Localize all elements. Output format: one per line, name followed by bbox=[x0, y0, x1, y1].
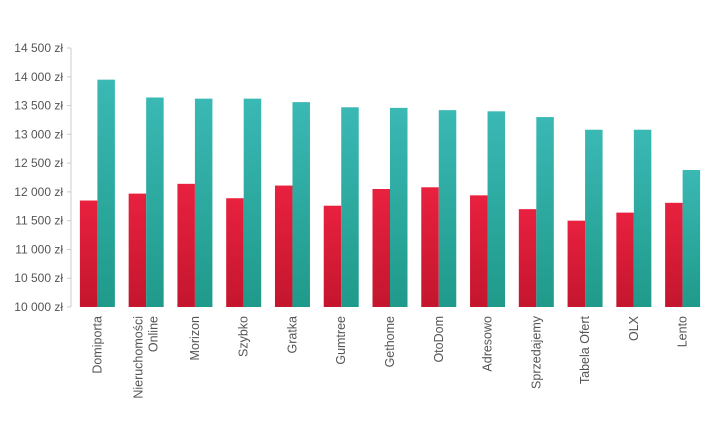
x-category-label: OLX bbox=[627, 315, 641, 341]
bar-series-1 bbox=[665, 202, 683, 307]
y-tick-label: 13 500 zł bbox=[14, 99, 63, 113]
bar-series-2 bbox=[97, 79, 115, 308]
x-category-label: Gethome bbox=[383, 316, 397, 367]
x-category-label: Online bbox=[147, 316, 161, 352]
bar-series-1 bbox=[421, 187, 439, 307]
x-category-label: Sprzedajemy bbox=[529, 315, 543, 389]
bar-series-1 bbox=[470, 195, 488, 307]
bar-series-2 bbox=[487, 111, 506, 307]
bar-series-1 bbox=[616, 212, 634, 307]
bar-series-2 bbox=[390, 107, 408, 307]
bar-series-2 bbox=[146, 97, 164, 308]
bar-series-1 bbox=[518, 209, 537, 307]
bar-series-1 bbox=[177, 183, 195, 307]
x-category-label: Gumtree bbox=[334, 316, 348, 365]
y-tick-label: 12 000 zł bbox=[14, 185, 63, 199]
bar-series-2 bbox=[341, 107, 359, 307]
x-category-label: Szybko bbox=[237, 316, 251, 357]
bar-series-2 bbox=[682, 170, 701, 307]
x-category-label: Gratka bbox=[285, 316, 299, 354]
bar-series-2 bbox=[194, 98, 213, 307]
bar-series-1 bbox=[323, 205, 342, 307]
x-category-label: Tabela Ofert bbox=[578, 315, 592, 384]
x-category-label: OtoDom bbox=[432, 316, 446, 363]
y-tick-label: 14 500 zł bbox=[14, 41, 63, 55]
y-axis-ticks: 10 000 zł 10 500 zł 11 000 zł 11 500 zł 12 0… bbox=[14, 41, 71, 314]
x-axis-labels: Domiporta Nieruchomości Online Morizon Szybk… bbox=[90, 315, 689, 398]
x-category-label: Nieruchomości bbox=[132, 316, 146, 399]
x-category-label: Morizon bbox=[188, 316, 202, 361]
y-tick-label: 12 500 zł bbox=[14, 156, 63, 170]
x-category-label: Domiporta bbox=[90, 316, 104, 374]
bar-series-2 bbox=[633, 129, 652, 307]
bar-series-1 bbox=[372, 189, 390, 307]
bars bbox=[79, 79, 701, 308]
bar-series-2 bbox=[292, 102, 310, 307]
bar-series-2 bbox=[585, 129, 603, 307]
bar-series-2 bbox=[536, 117, 554, 307]
bar-series-1 bbox=[226, 198, 244, 307]
y-tick-label: 10 000 zł bbox=[14, 300, 63, 314]
y-tick-label: 13 000 zł bbox=[14, 127, 63, 141]
bar-series-2 bbox=[438, 110, 457, 307]
bar-series-1 bbox=[128, 193, 147, 307]
y-tick-label: 11 500 zł bbox=[15, 214, 63, 228]
y-tick-label: 11 000 zł bbox=[15, 242, 63, 256]
bar-series-1 bbox=[567, 220, 586, 307]
x-category-label: Adresowo bbox=[481, 316, 495, 372]
bar-series-1 bbox=[79, 200, 98, 307]
x-category-label: Lento bbox=[676, 316, 690, 347]
bar-series-2 bbox=[243, 98, 262, 307]
y-tick-label: 14 000 zł bbox=[14, 70, 63, 84]
bar-series-1 bbox=[274, 185, 293, 307]
y-tick-label: 10 500 zł bbox=[14, 271, 63, 285]
